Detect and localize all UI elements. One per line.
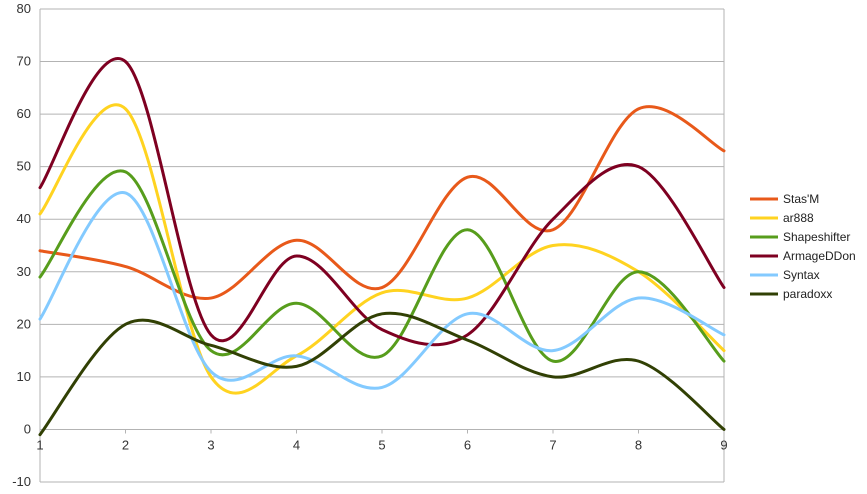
x-tick-label: 9 — [720, 437, 727, 452]
x-tick-label: 5 — [378, 437, 385, 452]
x-tick-label: 6 — [464, 437, 471, 452]
y-tick-label: 20 — [17, 316, 31, 331]
y-tick-label: 80 — [17, 1, 31, 16]
legend-label-syntax: Syntax — [783, 268, 820, 282]
legend-label-paradoxx: paradoxx — [783, 287, 832, 301]
series-line-shapeshifter — [38, 169, 726, 363]
y-tick-label: 40 — [17, 211, 31, 226]
x-tick-label: 8 — [635, 437, 642, 452]
gridlines — [39, 8, 725, 483]
legend: Stas'M ar888 Shapeshifter ArmageDDon Syntax p… — [750, 192, 856, 301]
series-lines — [38, 57, 726, 437]
series-line-stas-m — [38, 105, 726, 300]
x-tick-label: 2 — [122, 437, 129, 452]
y-tick-label: 70 — [17, 54, 31, 69]
legend-label-stas-m: Stas'M — [783, 192, 819, 206]
x-tick-label: 7 — [549, 437, 556, 452]
legend-label-ar888: ar888 — [783, 211, 814, 225]
y-tick-label: 60 — [17, 106, 31, 121]
y-tick-label: 30 — [17, 264, 31, 279]
x-tick-label: 4 — [293, 437, 300, 452]
y-tick-label: 50 — [17, 159, 31, 174]
series-line-syntax — [38, 191, 726, 390]
series-line-ar888 — [38, 103, 726, 395]
legend-label-armageddon: ArmageDDon — [783, 249, 856, 263]
y-tick-label: 10 — [17, 369, 31, 384]
y-axis-ticks: -10 0 10 20 30 40 50 60 70 80 — [12, 1, 31, 489]
x-axis-ticks: 1 2 3 4 5 6 7 8 9 — [36, 429, 728, 452]
x-tick-label: 3 — [207, 437, 214, 452]
series-line-paradoxx — [38, 311, 726, 437]
y-tick-label: 0 — [24, 421, 31, 436]
series-line-armageddon — [38, 57, 726, 347]
y-tick-label: -10 — [12, 474, 31, 489]
legend-label-shapeshifter: Shapeshifter — [783, 230, 850, 244]
x-tick-label: 1 — [36, 437, 43, 452]
